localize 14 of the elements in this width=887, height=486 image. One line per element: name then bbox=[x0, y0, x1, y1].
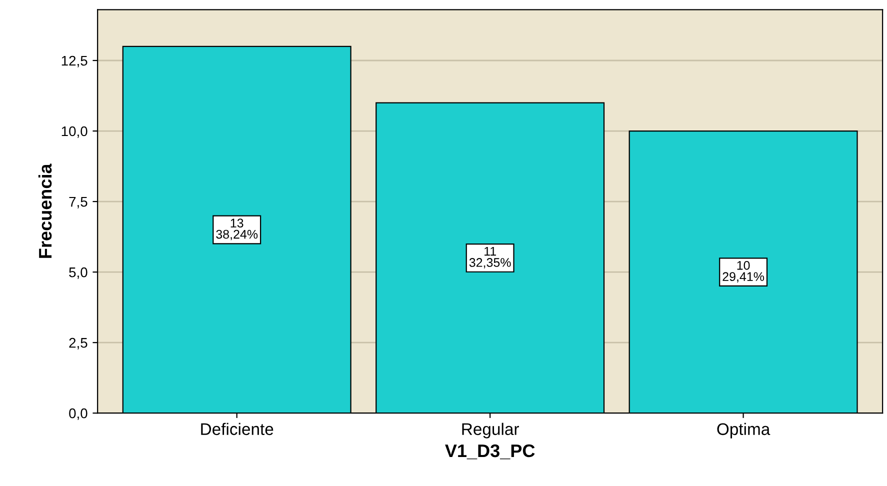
data-label: 13 38,24% bbox=[216, 218, 258, 240]
y-tick-label: 7,5 bbox=[69, 197, 88, 208]
data-label: 10 29,41% bbox=[722, 260, 764, 282]
data-label: 11 32,35% bbox=[469, 246, 511, 268]
y-tick-label: 0,0 bbox=[69, 408, 88, 420]
y-tick-label: 10,0 bbox=[62, 126, 88, 138]
x-tick-label: Deficiente bbox=[201, 422, 274, 436]
y-tick-label: 12,5 bbox=[62, 56, 88, 68]
x-tick-label: Optima bbox=[717, 422, 770, 438]
y-tick-label: 5,0 bbox=[69, 267, 88, 279]
x-axis-title: V1_D3_PC bbox=[445, 444, 535, 460]
y-tick-label: 2,5 bbox=[69, 338, 88, 350]
y-axis-title: Frecuencia bbox=[38, 164, 52, 258]
x-tick-label: Regular bbox=[462, 422, 519, 438]
